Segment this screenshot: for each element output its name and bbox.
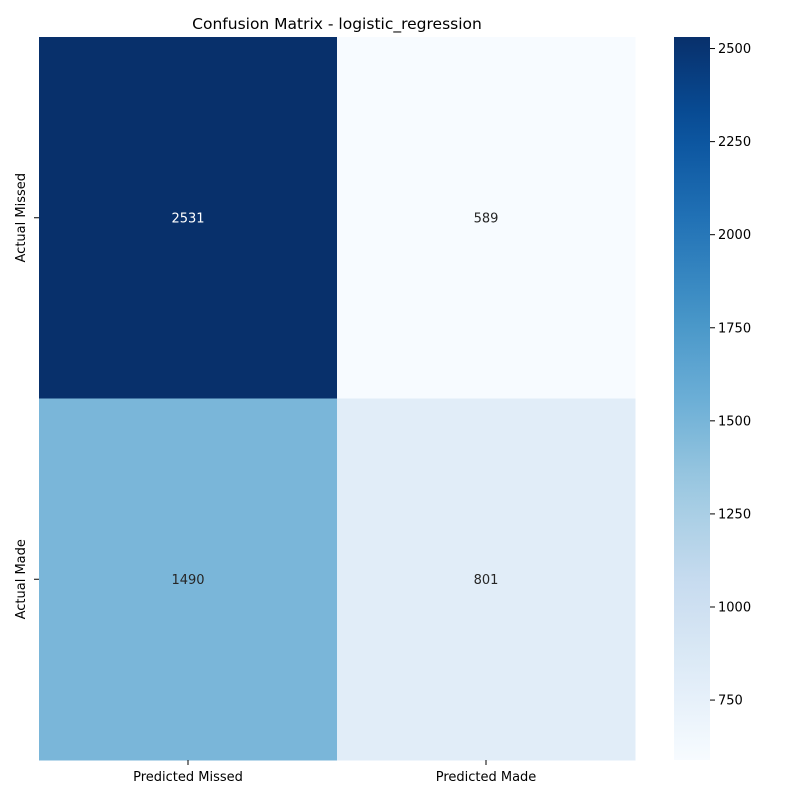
heatmap-cell bbox=[337, 398, 636, 761]
colorbar-tick-label: 1750 bbox=[718, 321, 751, 336]
cell-value-label: 801 bbox=[474, 573, 499, 588]
cell-value-label: 2531 bbox=[171, 211, 204, 226]
x-tick-label: Predicted Missed bbox=[133, 770, 243, 785]
colorbar-tick-label: 750 bbox=[718, 694, 743, 709]
heatmap-grid: 2531 589 1490 801 bbox=[39, 37, 636, 761]
y-tick-label: Actual Missed bbox=[14, 173, 29, 262]
x-axis: Predicted Missed Predicted Made bbox=[133, 760, 536, 785]
colorbar-tick-label: 2250 bbox=[718, 135, 751, 150]
cell-value-label: 589 bbox=[474, 211, 499, 226]
colorbar: 750 1000 1250 1500 1750 2000 2250 2500 bbox=[674, 37, 751, 760]
colorbar-tick-label: 2500 bbox=[718, 42, 751, 57]
x-tick-label: Predicted Made bbox=[436, 770, 537, 785]
colorbar-gradient bbox=[674, 37, 710, 760]
heatmap-cell bbox=[337, 37, 636, 399]
y-axis: Actual Missed Actual Made bbox=[14, 173, 39, 619]
chart-title: Confusion Matrix - logistic_regression bbox=[192, 15, 482, 34]
heatmap-cell bbox=[39, 37, 338, 399]
heatmap-cell bbox=[39, 398, 338, 761]
colorbar-tick-label: 1000 bbox=[718, 600, 751, 615]
cell-value-label: 1490 bbox=[171, 573, 204, 588]
colorbar-tick-label: 1250 bbox=[718, 507, 751, 522]
colorbar-tick-label: 1500 bbox=[718, 414, 751, 429]
y-tick-label: Actual Made bbox=[14, 539, 29, 619]
colorbar-tick-label: 2000 bbox=[718, 228, 751, 243]
